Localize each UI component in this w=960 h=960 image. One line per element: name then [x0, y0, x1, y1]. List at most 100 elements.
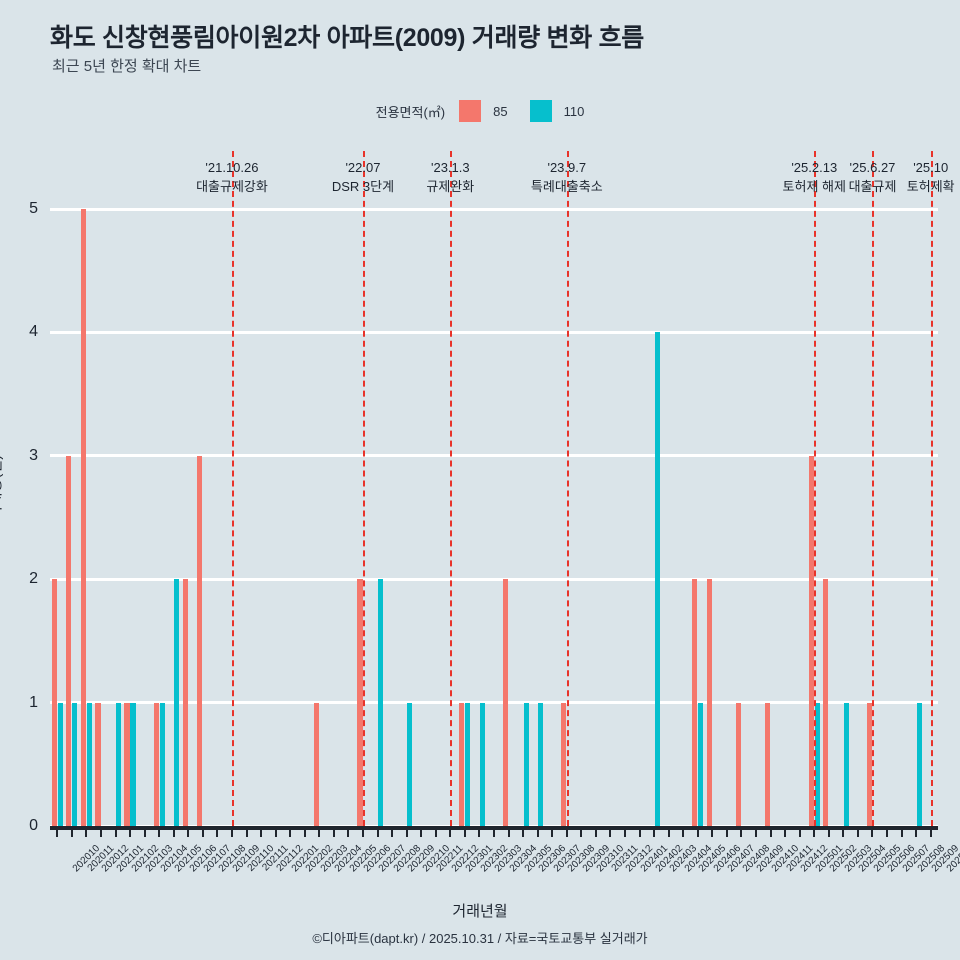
annotation-label: '22.07 DSR 3단계: [332, 158, 394, 196]
annotation-vline: [814, 151, 817, 826]
x-axis-tick: [725, 826, 728, 837]
x-axis-tick: [565, 826, 568, 837]
y-axis-tick-label: 2: [29, 570, 38, 588]
x-axis-tick: [507, 826, 510, 837]
x-axis-tick: [871, 826, 874, 837]
y-axis-tick-label: 0: [29, 817, 38, 834]
gridline: [50, 207, 938, 211]
annotation-date: '25.10: [913, 160, 949, 175]
annotation-date: '21.10.26: [205, 160, 259, 175]
bar: [465, 702, 471, 826]
annotation-text: 토허제확: [906, 179, 955, 194]
annotation-vline: [566, 151, 569, 826]
bar: [51, 579, 57, 826]
x-axis-tick: [522, 826, 525, 837]
bar: [823, 579, 829, 826]
x-axis-tick: [143, 826, 146, 837]
x-axis-tick: [85, 826, 88, 837]
y-axis-labels: 0 1 2 3 4 5: [0, 200, 50, 834]
bar: [95, 702, 101, 826]
x-axis-tick: [216, 826, 219, 837]
x-axis-title: 거래년월: [452, 903, 508, 920]
x-axis: [50, 826, 938, 837]
x-axis-tick: [391, 826, 394, 837]
bar: [115, 702, 122, 826]
annotation-label: '23.9.7 특례대출축소: [531, 158, 603, 196]
bar: [538, 702, 544, 826]
annotation-label: '25.10 토허제확: [907, 158, 955, 196]
x-axis-tick: [129, 826, 132, 837]
x-axis-tick: [478, 826, 481, 837]
footer-credit: ©디아파트(dapt.kr) / 2025.10.31 / 자료=국토교통부 실…: [312, 931, 648, 946]
legend-swatch-85: [459, 100, 482, 122]
annotation-vline: [362, 151, 365, 826]
x-axis-tick: [347, 826, 350, 837]
x-axis-tick: [856, 826, 859, 837]
annotation-label: '25.2.13 토허제 해제: [783, 158, 846, 196]
bar: [80, 209, 86, 826]
bar: [692, 579, 698, 826]
x-axis-tick: [463, 826, 466, 837]
x-axis-tick: [827, 826, 830, 837]
x-axis-tick: [493, 826, 495, 837]
bar: [654, 332, 660, 826]
x-axis-tick: [624, 826, 627, 837]
gridline: [50, 701, 938, 705]
annotation-label: '25.6.27 대출규제: [849, 158, 897, 196]
bar: [735, 702, 742, 826]
page-title: 화도 신창현풍림아이원2차 아파트(2009) 거래량 변화 흐름: [50, 24, 645, 52]
bar: [698, 702, 704, 826]
bar: [153, 702, 159, 826]
bar: [124, 702, 130, 826]
annotation-vline: [450, 151, 453, 826]
annotation-label: '21.10.26 대출규제강화: [196, 158, 268, 196]
bar: [764, 702, 771, 826]
x-axis-tick: [711, 826, 714, 837]
x-axis-tick: [289, 826, 292, 837]
y-axis-title: 거래량(건): [0, 454, 4, 520]
x-axis-tick: [580, 826, 583, 837]
bar: [377, 579, 384, 826]
bar: [843, 702, 849, 826]
x-axis-tick: [696, 826, 699, 837]
bar: [706, 579, 712, 826]
x-axis-tick: [303, 826, 306, 837]
x-axis-tick: [56, 826, 59, 837]
annotation-date: '23.9.7: [547, 160, 587, 175]
y-axis-tick-label: 5: [29, 200, 38, 217]
x-axis-tick: [376, 826, 379, 837]
x-axis-tick: [434, 826, 437, 837]
legend-swatch-110: [529, 100, 552, 122]
annotation-text: 규제완화: [426, 179, 475, 194]
x-axis-tick: [667, 826, 670, 837]
x-axis-tick: [201, 826, 204, 837]
y-axis-tick-label: 3: [29, 446, 38, 464]
legend-label-85: 85: [493, 103, 508, 119]
x-axis-tick: [798, 826, 801, 837]
x-axis-tick: [915, 826, 918, 837]
gridline: [50, 330, 938, 334]
annotation-text: 특례대출축소: [530, 179, 603, 194]
gridline: [50, 454, 938, 458]
x-axis-tick: [361, 826, 364, 837]
x-axis-tick: [114, 826, 117, 837]
bar: [130, 702, 136, 826]
plot-area: [50, 151, 938, 828]
bar: [407, 702, 413, 826]
x-axis-tick: [594, 826, 597, 837]
bar: [66, 455, 72, 826]
legend-title: 전용면적(㎡): [375, 104, 446, 120]
x-axis-tick: [420, 826, 423, 837]
x-axis-tick: [70, 826, 73, 837]
annotation-date: '25.6.27: [849, 160, 896, 175]
gridline: [50, 577, 938, 581]
annotation-vline: [231, 151, 234, 826]
annotation-text: 대출규제강화: [196, 179, 268, 194]
y-axis-tick-label: 4: [29, 323, 38, 341]
bar: [197, 455, 203, 826]
x-axis-tick: [682, 826, 685, 837]
bar: [357, 579, 363, 826]
annotation-text: DSR 3단계: [331, 179, 395, 194]
x-axis-tick: [755, 826, 758, 837]
x-axis-tick: [886, 826, 889, 837]
